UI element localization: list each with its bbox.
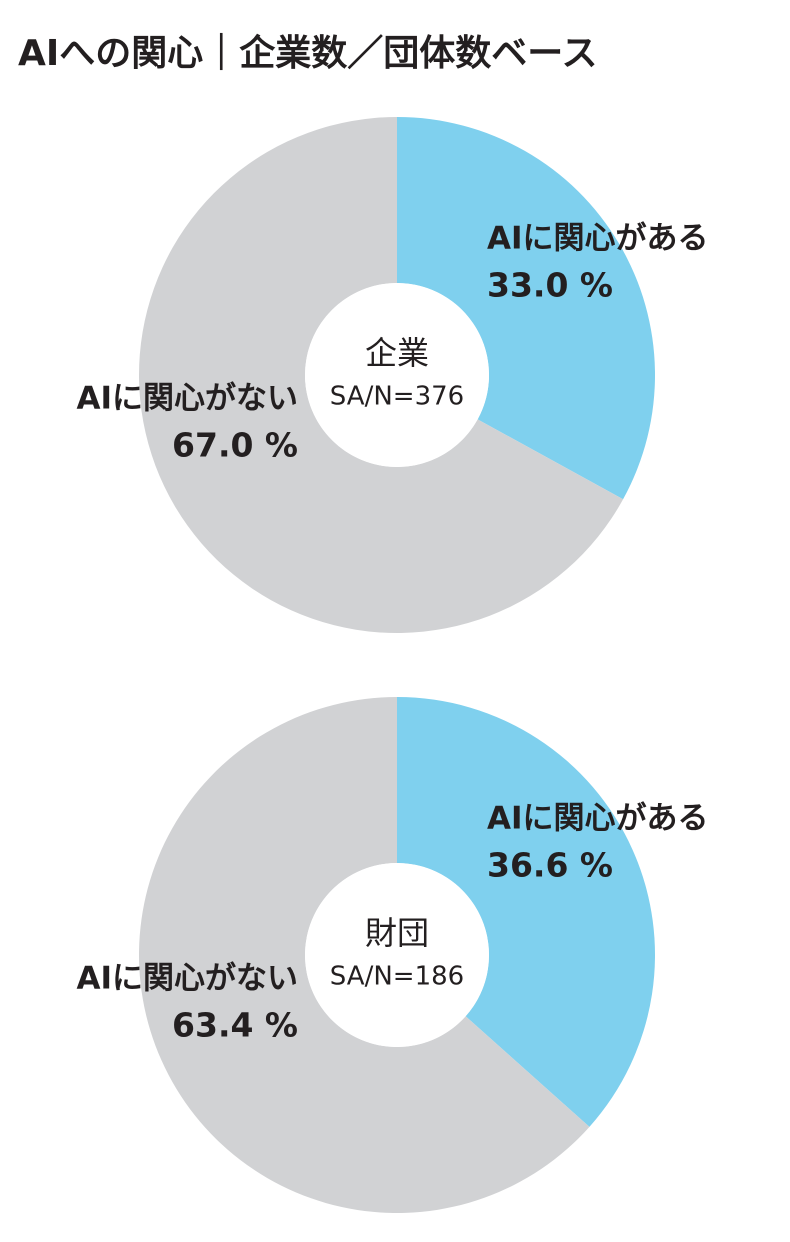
slice-label: AIに関心がある [487,801,709,837]
value-label: 33.0 % [487,266,613,305]
slice-label: AIに関心がある [487,221,709,257]
slice-label: AIに関心がない [76,381,298,417]
value-label: 67.0 % [172,426,298,465]
center-sublabel: SA/N=186 [330,962,464,992]
donut-slice [397,117,655,500]
value-label: 63.4 % [172,1006,298,1045]
slice-label: AIに関心がない [76,961,298,997]
center-label: 財団 [365,914,429,952]
center-sublabel: SA/N=376 [330,382,464,412]
donut-slice [138,117,624,633]
donut-slice [139,697,590,1213]
donut-hole [305,283,489,467]
chart-title: AIへの関心｜企業数／団体数ベース [18,32,597,74]
donut-hole [305,863,489,1047]
value-label: 36.6 % [487,846,613,885]
donut-slice [397,697,655,1127]
center-label: 企業 [365,334,429,372]
